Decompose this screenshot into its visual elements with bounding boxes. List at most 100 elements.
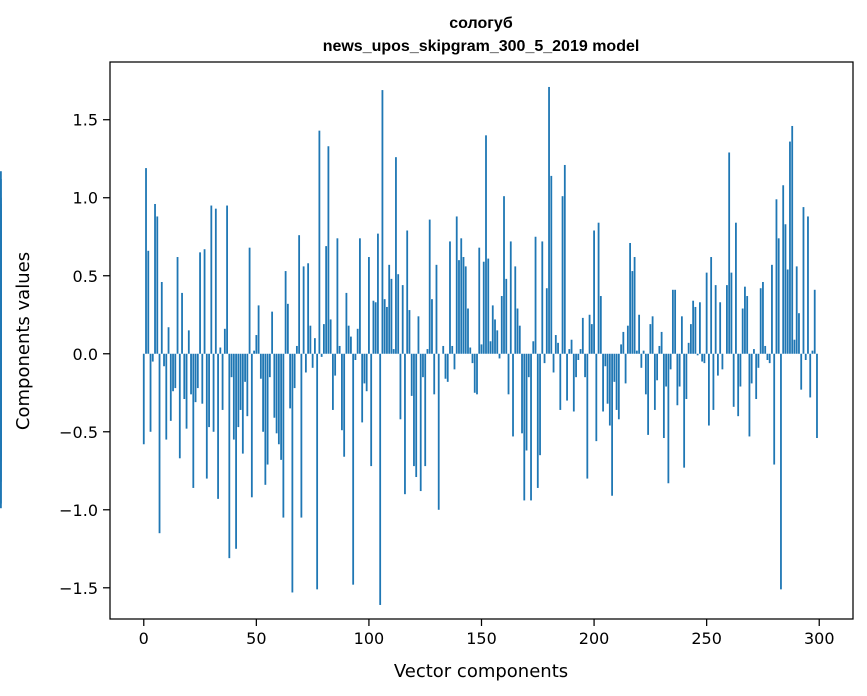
bar-component-122: [417, 316, 420, 354]
bar-component-42: [237, 353, 240, 428]
bar-component-146: [471, 353, 474, 364]
bar-component-106: [381, 90, 384, 354]
plot-frame: [109, 61, 854, 620]
bar-component-238: [678, 353, 681, 387]
bar-component-92: [350, 336, 352, 354]
bar-component-67: [293, 353, 296, 389]
bar-component-27: [203, 249, 206, 354]
bar-component-37: [226, 205, 228, 354]
bar-component-259: [726, 285, 728, 354]
bar-component-184: [557, 342, 559, 354]
bar-component-187: [563, 164, 566, 354]
bar-component-110: [390, 278, 393, 354]
bar-component-14: [174, 353, 177, 389]
bar-component-252: [710, 257, 713, 354]
bar-component-148: [476, 353, 478, 395]
bar-component-35: [221, 353, 224, 410]
bar-component-292: [800, 353, 803, 390]
bar-component-192: [575, 353, 577, 378]
bar-component-207: [608, 353, 611, 426]
bar-component-298: [813, 289, 816, 354]
bar-component-104: [377, 233, 379, 354]
bars-group: [0, 86, 818, 605]
bar-component-1: [145, 168, 147, 354]
bar-component-34: [219, 347, 222, 354]
bar-component-160: [503, 196, 505, 354]
bar-component-128: [431, 299, 433, 354]
bar-component-44: [241, 353, 244, 454]
bar-component-68: [295, 345, 298, 354]
x-tick-label: 100: [354, 629, 385, 648]
x-tick-label: 300: [804, 629, 835, 648]
bar-component-170: [525, 353, 528, 451]
bar-component-118: [408, 310, 411, 354]
bar-component-197: [586, 353, 589, 479]
bar-component-93: [352, 353, 355, 585]
bar-component-115: [401, 285, 404, 354]
x-tick-label: 200: [579, 629, 610, 648]
chart-title: сологуб: [449, 15, 513, 32]
bar-component-203: [599, 296, 602, 354]
bar-component-274: [759, 288, 762, 354]
bar-component-32: [214, 208, 217, 354]
bar-component-108: [386, 306, 388, 354]
bar-component-45: [244, 353, 246, 382]
bar-component-25: [199, 252, 201, 354]
bar-component-293: [802, 207, 805, 354]
bar-component-232: [665, 353, 668, 387]
bar-component-54: [264, 353, 267, 485]
bar-component-18: [183, 353, 186, 400]
bar-component-0: [142, 353, 145, 445]
bar-component-271: [753, 349, 755, 354]
bar-component-6: [156, 216, 159, 354]
bar-component-242: [687, 342, 690, 354]
y-tick-label: −1.0: [59, 501, 98, 520]
bar-component-284: [782, 185, 785, 354]
bar-component-234: [669, 353, 672, 370]
bar-component-237: [676, 353, 679, 406]
bar-component-212: [620, 344, 622, 354]
bar-component-46: [246, 353, 249, 417]
bar-component-9: [163, 353, 165, 367]
bar-component-264: [737, 353, 740, 417]
bar-component-74: [309, 325, 312, 354]
bar-component-164: [512, 353, 514, 437]
bar-component-153: [487, 258, 490, 354]
bar-component-69: [298, 235, 301, 354]
bar-component-119: [410, 353, 413, 396]
bar-component-297: [811, 350, 814, 354]
bar-component-11: [167, 327, 170, 354]
bar-component-151: [482, 261, 485, 354]
bar-component-159: [500, 296, 503, 354]
y-tick-label: 1.0: [73, 189, 98, 208]
bar-component-62: [282, 353, 285, 518]
bar-component-28: [205, 353, 208, 479]
bar-component-201: [595, 353, 598, 442]
bar-component-270: [750, 353, 753, 384]
bar-component-186: [561, 196, 564, 354]
bar-component-158: [498, 353, 501, 359]
bar-component-38: [228, 353, 231, 559]
bar-component-291: [798, 313, 800, 354]
bar-component-181: [550, 175, 553, 354]
bar-component-undefined: [0, 227, 2, 354]
bar-component-19: [185, 353, 188, 429]
bar-component-194: [579, 349, 582, 354]
bar-component-255: [717, 353, 719, 376]
bar-component-147: [473, 353, 476, 393]
bar-component-71: [302, 266, 305, 354]
bar-component-202: [597, 222, 600, 354]
bar-component-95: [356, 328, 359, 354]
bar-component-277: [766, 353, 769, 360]
bar-component-241: [685, 353, 688, 400]
bar-component-143: [464, 266, 467, 354]
bar-component-101: [370, 353, 373, 467]
bar-component-208: [611, 353, 613, 496]
bar-component-280: [773, 353, 776, 465]
bar-component-215: [626, 325, 629, 354]
bar-component-79: [320, 353, 323, 357]
bar-component-295: [807, 216, 809, 354]
bar-component-226: [651, 316, 654, 354]
bar-component-47: [248, 247, 251, 354]
bar-component-149: [478, 247, 481, 354]
